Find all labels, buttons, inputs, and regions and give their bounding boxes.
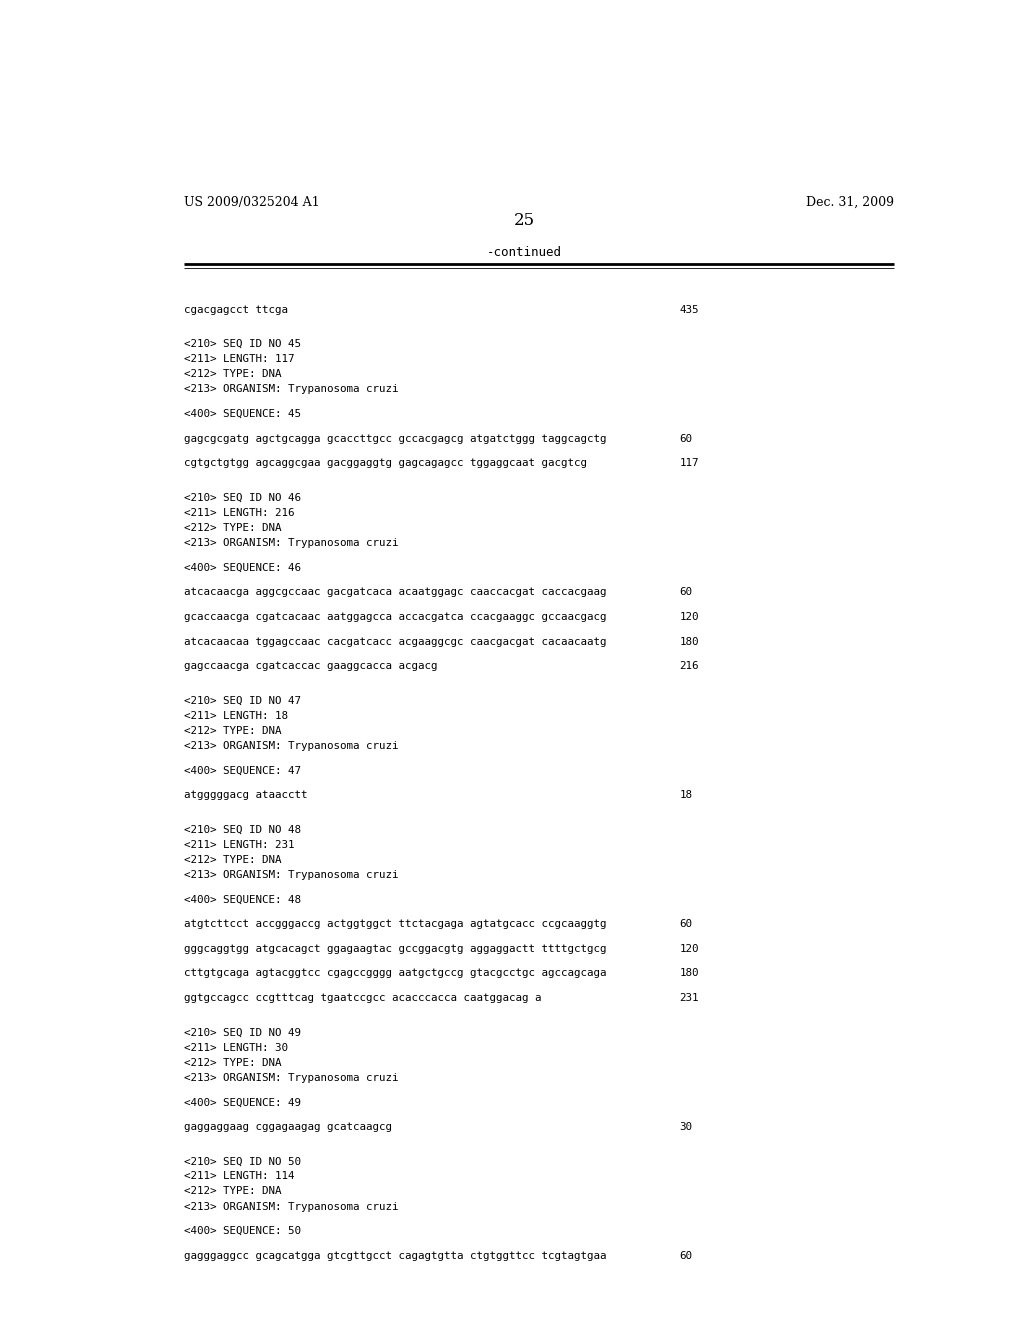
Text: <213> ORGANISM: Trypanosoma cruzi: <213> ORGANISM: Trypanosoma cruzi	[183, 537, 398, 548]
Text: 60: 60	[680, 434, 692, 444]
Text: 60: 60	[680, 1251, 692, 1261]
Text: 60: 60	[680, 587, 692, 597]
Text: <400> SEQUENCE: 50: <400> SEQUENCE: 50	[183, 1226, 301, 1237]
Text: 117: 117	[680, 458, 699, 469]
Text: 435: 435	[680, 305, 699, 314]
Text: <211> LENGTH: 117: <211> LENGTH: 117	[183, 354, 294, 364]
Text: <213> ORGANISM: Trypanosoma cruzi: <213> ORGANISM: Trypanosoma cruzi	[183, 384, 398, 395]
Text: <213> ORGANISM: Trypanosoma cruzi: <213> ORGANISM: Trypanosoma cruzi	[183, 1073, 398, 1082]
Text: <211> LENGTH: 18: <211> LENGTH: 18	[183, 710, 288, 721]
Text: US 2009/0325204 A1: US 2009/0325204 A1	[183, 195, 319, 209]
Text: <211> LENGTH: 231: <211> LENGTH: 231	[183, 840, 294, 850]
Text: 231: 231	[680, 993, 699, 1003]
Text: <213> ORGANISM: Trypanosoma cruzi: <213> ORGANISM: Trypanosoma cruzi	[183, 1201, 398, 1212]
Text: ggtgccagcc ccgtttcag tgaatccgcc acacccacca caatggacag a: ggtgccagcc ccgtttcag tgaatccgcc acacccac…	[183, 993, 541, 1003]
Text: 120: 120	[680, 612, 699, 622]
Text: 216: 216	[680, 661, 699, 672]
Text: gggcaggtgg atgcacagct ggagaagtac gccggacgtg aggaggactt ttttgctgcg: gggcaggtgg atgcacagct ggagaagtac gccggac…	[183, 944, 606, 954]
Text: cgtgctgtgg agcaggcgaa gacggaggtg gagcagagcc tggaggcaat gacgtcg: cgtgctgtgg agcaggcgaa gacggaggtg gagcaga…	[183, 458, 587, 469]
Text: gagcgcgatg agctgcagga gcaccttgcc gccacgagcg atgatctggg taggcagctg: gagcgcgatg agctgcagga gcaccttgcc gccacga…	[183, 434, 606, 444]
Text: gcaccaacga cgatcacaac aatggagcca accacgatca ccacgaaggc gccaacgacg: gcaccaacga cgatcacaac aatggagcca accacga…	[183, 612, 606, 622]
Text: <211> LENGTH: 216: <211> LENGTH: 216	[183, 508, 294, 517]
Text: cgacgagcct ttcga: cgacgagcct ttcga	[183, 305, 288, 314]
Text: gaggaggaag cggagaagag gcatcaagcg: gaggaggaag cggagaagag gcatcaagcg	[183, 1122, 391, 1133]
Text: 120: 120	[680, 944, 699, 954]
Text: <212> TYPE: DNA: <212> TYPE: DNA	[183, 854, 281, 865]
Text: <212> TYPE: DNA: <212> TYPE: DNA	[183, 1187, 281, 1196]
Text: atcacaacaa tggagccaac cacgatcacc acgaaggcgc caacgacgat cacaacaatg: atcacaacaa tggagccaac cacgatcacc acgaagg…	[183, 636, 606, 647]
Text: <211> LENGTH: 30: <211> LENGTH: 30	[183, 1043, 288, 1052]
Text: <212> TYPE: DNA: <212> TYPE: DNA	[183, 1057, 281, 1068]
Text: <400> SEQUENCE: 49: <400> SEQUENCE: 49	[183, 1097, 301, 1107]
Text: <211> LENGTH: 114: <211> LENGTH: 114	[183, 1171, 294, 1181]
Text: <212> TYPE: DNA: <212> TYPE: DNA	[183, 370, 281, 379]
Text: 25: 25	[514, 213, 536, 230]
Text: <400> SEQUENCE: 48: <400> SEQUENCE: 48	[183, 895, 301, 904]
Text: <210> SEQ ID NO 45: <210> SEQ ID NO 45	[183, 339, 301, 348]
Text: gagggaggcc gcagcatgga gtcgttgcct cagagtgtta ctgtggttcc tcgtagtgaa: gagggaggcc gcagcatgga gtcgttgcct cagagtg…	[183, 1251, 606, 1261]
Text: <213> ORGANISM: Trypanosoma cruzi: <213> ORGANISM: Trypanosoma cruzi	[183, 741, 398, 751]
Text: gagccaacga cgatcaccac gaaggcacca acgacg: gagccaacga cgatcaccac gaaggcacca acgacg	[183, 661, 437, 672]
Text: <210> SEQ ID NO 47: <210> SEQ ID NO 47	[183, 696, 301, 706]
Text: 30: 30	[680, 1122, 692, 1133]
Text: <400> SEQUENCE: 45: <400> SEQUENCE: 45	[183, 409, 301, 418]
Text: <212> TYPE: DNA: <212> TYPE: DNA	[183, 523, 281, 533]
Text: <213> ORGANISM: Trypanosoma cruzi: <213> ORGANISM: Trypanosoma cruzi	[183, 870, 398, 879]
Text: <400> SEQUENCE: 46: <400> SEQUENCE: 46	[183, 562, 301, 573]
Text: <212> TYPE: DNA: <212> TYPE: DNA	[183, 726, 281, 735]
Text: <210> SEQ ID NO 46: <210> SEQ ID NO 46	[183, 492, 301, 503]
Text: 180: 180	[680, 636, 699, 647]
Text: <210> SEQ ID NO 48: <210> SEQ ID NO 48	[183, 825, 301, 834]
Text: atgggggacg ataacctt: atgggggacg ataacctt	[183, 791, 307, 800]
Text: <400> SEQUENCE: 47: <400> SEQUENCE: 47	[183, 766, 301, 775]
Text: 18: 18	[680, 791, 692, 800]
Text: atgtcttcct accgggaccg actggtggct ttctacgaga agtatgcacc ccgcaaggtg: atgtcttcct accgggaccg actggtggct ttctacg…	[183, 919, 606, 929]
Text: cttgtgcaga agtacggtcc cgagccgggg aatgctgccg gtacgcctgc agccagcaga: cttgtgcaga agtacggtcc cgagccgggg aatgctg…	[183, 969, 606, 978]
Text: 60: 60	[680, 919, 692, 929]
Text: Dec. 31, 2009: Dec. 31, 2009	[806, 195, 894, 209]
Text: -continued: -continued	[487, 246, 562, 259]
Text: <210> SEQ ID NO 49: <210> SEQ ID NO 49	[183, 1027, 301, 1038]
Text: atcacaacga aggcgccaac gacgatcaca acaatggagc caaccacgat caccacgaag: atcacaacga aggcgccaac gacgatcaca acaatgg…	[183, 587, 606, 597]
Text: 180: 180	[680, 969, 699, 978]
Text: <210> SEQ ID NO 50: <210> SEQ ID NO 50	[183, 1156, 301, 1167]
